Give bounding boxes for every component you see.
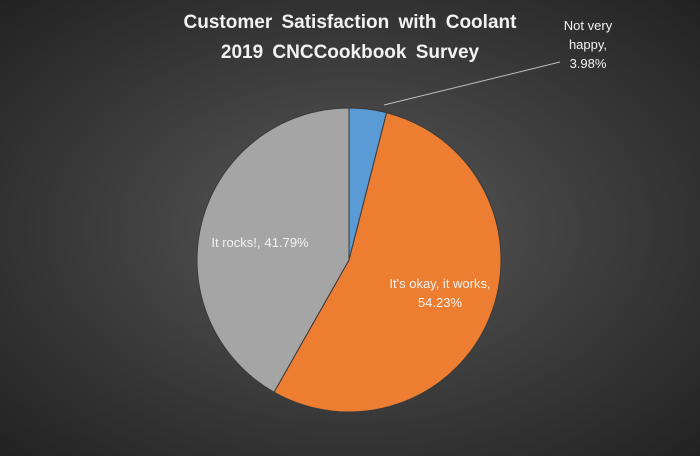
label-text: 3.98% <box>569 56 607 71</box>
data-label: It rocks!, 41.79% <box>190 233 330 252</box>
pie-slice <box>273 112 502 413</box>
label-text: It's okay, it works, <box>389 276 491 291</box>
label-text: It rocks!, <box>211 235 261 250</box>
label-text: 54.23% <box>417 295 463 310</box>
data-label: Not very happy, 3.98% <box>548 16 628 73</box>
label-text: 41.79% <box>264 235 309 250</box>
data-label: It's okay, it works, 54.23% <box>360 274 520 312</box>
chart-title: Customer Satisfaction with Coolant <box>183 12 517 33</box>
leader-line <box>383 61 561 106</box>
label-text: Not very happy, <box>563 18 613 52</box>
chart-subtitle: 2019 CNCCookbook Survey <box>220 42 480 63</box>
pie-slice <box>196 107 350 393</box>
